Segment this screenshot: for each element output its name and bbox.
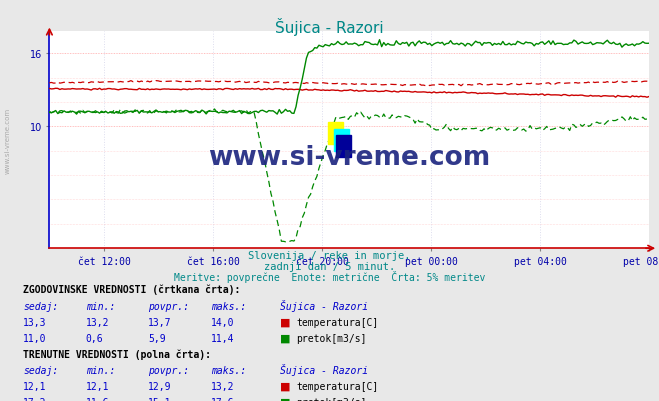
Text: Šujica - Razori: Šujica - Razori: [280, 299, 368, 311]
Text: 0,6: 0,6: [86, 333, 103, 343]
Text: 13,2: 13,2: [211, 381, 235, 391]
Text: 12,1: 12,1: [86, 381, 109, 391]
Text: 14,0: 14,0: [211, 317, 235, 327]
Text: maks.:: maks.:: [211, 365, 246, 375]
Text: 11,0: 11,0: [23, 333, 47, 343]
Text: ■: ■: [280, 381, 291, 391]
Text: 13,3: 13,3: [23, 317, 47, 327]
Text: 5,9: 5,9: [148, 333, 166, 343]
Text: Slovenija / reke in morje.: Slovenija / reke in morje.: [248, 251, 411, 261]
Bar: [328, 123, 343, 145]
Text: sedaj:: sedaj:: [23, 301, 58, 311]
Text: ■: ■: [280, 317, 291, 327]
Text: temperatura[C]: temperatura[C]: [297, 381, 379, 391]
Text: min.:: min.:: [86, 301, 115, 311]
Text: temperatura[C]: temperatura[C]: [297, 317, 379, 327]
Text: ZGODOVINSKE VREDNOSTI (črtkana črta):: ZGODOVINSKE VREDNOSTI (črtkana črta):: [23, 284, 241, 295]
Text: Šujica - Razori: Šujica - Razori: [280, 363, 368, 375]
Text: sedaj:: sedaj:: [23, 365, 58, 375]
Text: 12,9: 12,9: [148, 381, 172, 391]
Bar: [336, 136, 351, 158]
Text: Šujica - Razori: Šujica - Razori: [275, 18, 384, 36]
Text: zadnji dan / 5 minut.: zadnji dan / 5 minut.: [264, 261, 395, 271]
Bar: [333, 130, 349, 151]
Text: pretok[m3/s]: pretok[m3/s]: [297, 397, 367, 401]
Text: Meritve: povprečne  Enote: metrične  Črta: 5% meritev: Meritve: povprečne Enote: metrične Črta:…: [174, 270, 485, 282]
Text: pretok[m3/s]: pretok[m3/s]: [297, 333, 367, 343]
Text: povpr.:: povpr.:: [148, 301, 189, 311]
Text: 17,2: 17,2: [23, 397, 47, 401]
Text: www.si-vreme.com: www.si-vreme.com: [5, 107, 11, 173]
Text: povpr.:: povpr.:: [148, 365, 189, 375]
Text: 12,1: 12,1: [23, 381, 47, 391]
Text: 11,6: 11,6: [86, 397, 109, 401]
Text: 13,7: 13,7: [148, 317, 172, 327]
Text: TRENUTNE VREDNOSTI (polna črta):: TRENUTNE VREDNOSTI (polna črta):: [23, 348, 211, 359]
Text: ■: ■: [280, 333, 291, 343]
Text: 15,1: 15,1: [148, 397, 172, 401]
Text: min.:: min.:: [86, 365, 115, 375]
Text: maks.:: maks.:: [211, 301, 246, 311]
Text: 11,4: 11,4: [211, 333, 235, 343]
Text: www.si-vreme.com: www.si-vreme.com: [208, 145, 490, 171]
Text: 13,2: 13,2: [86, 317, 109, 327]
Text: 17,6: 17,6: [211, 397, 235, 401]
Text: ■: ■: [280, 397, 291, 401]
